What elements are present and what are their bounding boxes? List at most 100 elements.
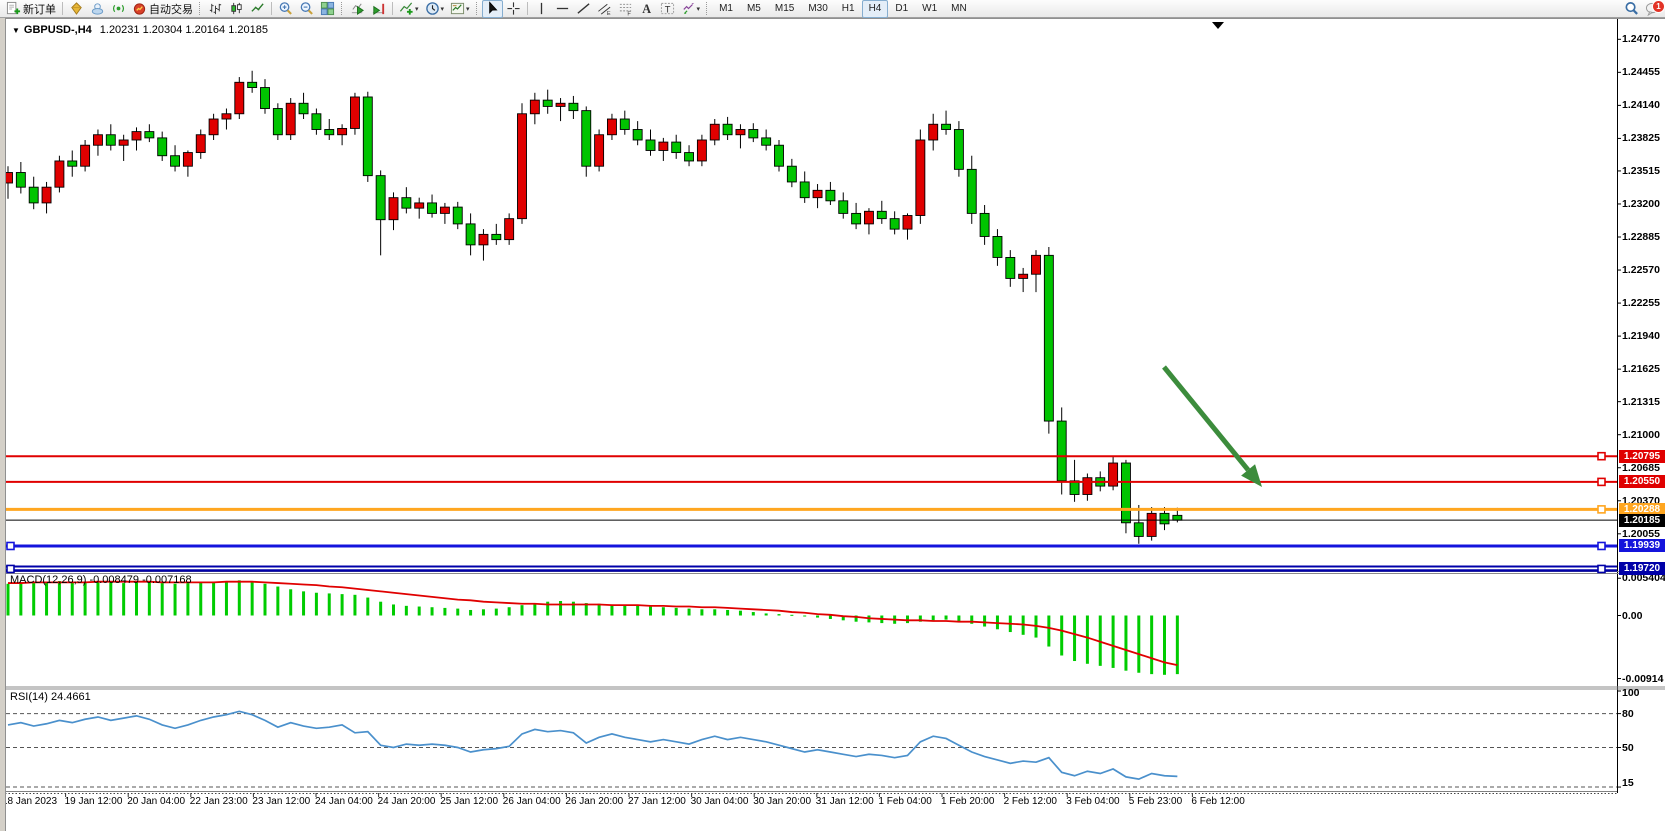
tile-windows-icon — [320, 1, 335, 16]
svg-text:F: F — [627, 12, 631, 16]
depth-of-market-button[interactable] — [66, 0, 87, 18]
signals-button[interactable] — [108, 0, 129, 18]
macd-signal-line — [8, 580, 1178, 667]
rsi-panel — [6, 710, 1617, 788]
toolbar-separator — [62, 2, 63, 15]
crosshair-button[interactable] — [503, 0, 524, 18]
time-axis-label: 18 Jan 2023 — [2, 796, 58, 807]
bar-chart-button[interactable] — [205, 0, 226, 18]
tf-mn-button[interactable]: MN — [944, 0, 974, 18]
zoom-out-button[interactable] — [296, 0, 317, 18]
price-tick-label: 1.23200 — [1622, 197, 1660, 210]
auto-scroll-button[interactable] — [347, 0, 368, 18]
arrows-button[interactable]: ▾ — [678, 0, 704, 18]
toolbar-separator — [706, 2, 709, 15]
toolbar-separator — [475, 2, 479, 15]
chart-ohlc-values: 1.20231 1.20304 1.20164 1.20185 — [99, 24, 268, 36]
price-line-label: 1.20795 — [1619, 449, 1665, 463]
line-handle — [1597, 505, 1606, 514]
crosshair-icon — [506, 2, 520, 15]
rsi-tick-label: 100 — [1622, 687, 1640, 699]
notifications-button[interactable]: 1 — [1645, 0, 1665, 16]
rsi-tick-label: 15 — [1622, 777, 1634, 789]
toolbar-separator — [199, 2, 202, 15]
toolbar-right: 1 — [1618, 0, 1665, 16]
autotrading-button[interactable]: 自动交易 — [129, 0, 196, 18]
line-handle — [1597, 451, 1606, 461]
tf-m15-button[interactable]: M15 — [768, 0, 801, 18]
search-button[interactable] — [1624, 1, 1639, 16]
new-order-button[interactable]: 新订单 — [3, 0, 59, 18]
line-chart-button[interactable] — [247, 0, 268, 18]
periods-button[interactable]: ▾ — [422, 0, 448, 18]
price-tick-label: 1.22570 — [1622, 264, 1660, 277]
arrow-annotation[interactable] — [1162, 365, 1262, 487]
templates-button[interactable]: ▾ — [447, 0, 473, 18]
auto-scroll-icon — [351, 3, 364, 16]
fibonacci-button[interactable]: F — [615, 0, 636, 18]
text-label-button[interactable]: T — [657, 0, 678, 18]
signal-icon — [112, 4, 125, 13]
tf-d1-button-label: D1 — [895, 3, 909, 14]
indicators-button[interactable]: ▾ — [396, 0, 422, 18]
community-button[interactable] — [87, 0, 108, 18]
tf-w1-button[interactable]: W1 — [915, 0, 944, 18]
gold-diamond-icon — [71, 2, 82, 15]
cursor-icon — [488, 1, 498, 14]
tf-h4-button[interactable]: H4 — [861, 0, 889, 18]
new-order-button-label: 新订单 — [23, 3, 56, 16]
tf-h1-button-label: H1 — [841, 3, 855, 14]
time-axis-label: 1 Feb 20:00 — [941, 796, 995, 807]
candle-chart-button[interactable] — [226, 0, 247, 18]
arrows-icon — [682, 2, 694, 15]
chevron-down-icon: ▾ — [466, 5, 470, 13]
price-line-label: 1.20288 — [1619, 502, 1665, 516]
chart-shift-button[interactable] — [368, 0, 389, 18]
tf-m5-button[interactable]: M5 — [740, 0, 768, 18]
time-axis-label: 30 Jan 20:00 — [753, 796, 812, 807]
svg-text:T: T — [664, 4, 670, 14]
price-tick-label: 1.23515 — [1622, 164, 1660, 177]
time-axis-label: 24 Jan 20:00 — [377, 796, 436, 807]
zoom-in-icon — [279, 2, 292, 15]
price-tick-label: 1.22255 — [1622, 297, 1660, 310]
collapse-triangle-icon[interactable]: ▼ — [12, 26, 20, 35]
search-icon — [1625, 2, 1638, 15]
tf-d1-button[interactable]: D1 — [888, 0, 915, 18]
time-axis-label: 1 Feb 04:00 — [878, 796, 932, 807]
hline-icon — [556, 7, 568, 10]
trendline-button[interactable] — [573, 0, 594, 18]
tf-m1-button[interactable]: M1 — [712, 0, 740, 18]
toolbar: 新订单 自动交易 ▾ ▾ ▾ E F A T ▾ M1 M5 M15 M30 H1 H4 D1 W1 MN — [0, 0, 1665, 18]
horizontal-line-button[interactable] — [552, 0, 573, 18]
toolbar-separator — [392, 2, 393, 15]
rsi-line — [7, 710, 1178, 781]
macd-indicator-label: MACD(12,26,9) -0.008479 -0.007168 — [10, 574, 192, 586]
vertical-line-button[interactable] — [531, 0, 552, 18]
svg-text:A: A — [642, 2, 651, 16]
tile-windows-button[interactable] — [317, 0, 338, 18]
channel-button[interactable]: E — [594, 0, 615, 18]
vline-icon — [540, 2, 542, 15]
text-button[interactable]: A — [636, 0, 657, 18]
chart-shift-icon — [372, 3, 385, 16]
candle-chart-icon — [231, 2, 242, 15]
chevron-down-icon: ▾ — [696, 5, 701, 13]
text-icon: A — [642, 2, 651, 16]
line-handle — [6, 564, 15, 574]
line-chart-icon — [251, 3, 264, 12]
tf-m1-button-label: M1 — [719, 3, 733, 14]
cursor-button[interactable] — [481, 0, 503, 18]
candlestick-series — [3, 70, 1183, 544]
tf-h1-button[interactable]: H1 — [835, 0, 862, 18]
tf-m30-button[interactable]: M30 — [801, 0, 834, 18]
time-axis-label: 2 Feb 12:00 — [1003, 796, 1057, 807]
zoom-in-button[interactable] — [275, 0, 296, 18]
chart-shift-marker[interactable] — [1212, 22, 1224, 29]
horizontal-price-lines[interactable] — [6, 451, 1617, 574]
time-axis-label: 23 Jan 12:00 — [252, 796, 311, 807]
fibonacci-icon: F — [619, 3, 631, 16]
time-axis-label: 31 Jan 12:00 — [815, 796, 874, 807]
price-tick-label: 1.20055 — [1622, 527, 1660, 540]
